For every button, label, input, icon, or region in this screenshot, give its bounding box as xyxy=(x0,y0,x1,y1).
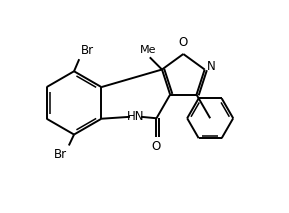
Text: HN: HN xyxy=(127,110,144,123)
Text: N: N xyxy=(207,60,215,73)
Text: Me: Me xyxy=(140,45,157,55)
Text: O: O xyxy=(179,36,188,49)
Text: O: O xyxy=(152,140,161,153)
Text: Br: Br xyxy=(53,148,66,161)
Text: Br: Br xyxy=(81,44,94,57)
